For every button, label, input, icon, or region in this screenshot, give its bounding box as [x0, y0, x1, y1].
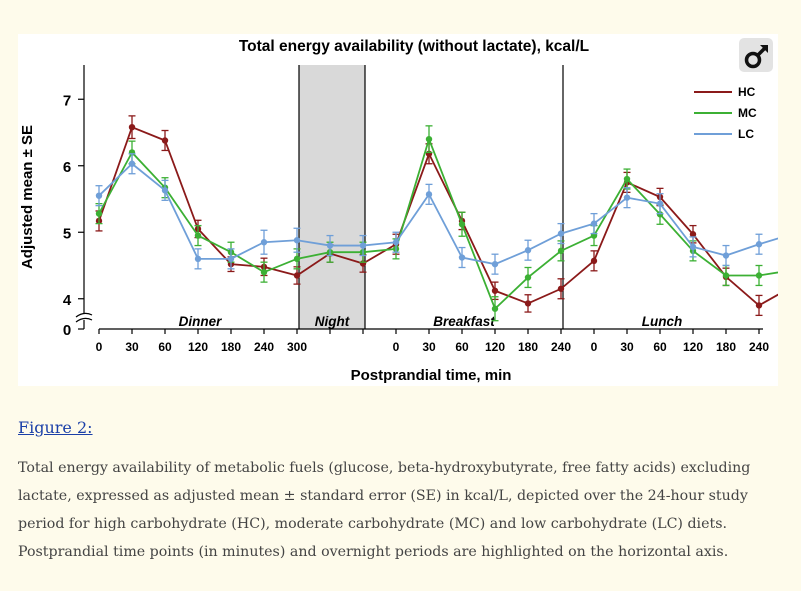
y-tick-label: 7 [63, 92, 71, 109]
x-tick-label: 120 [683, 340, 703, 354]
data-point [260, 268, 268, 276]
data-point [161, 137, 169, 144]
y-tick-label: 6 [63, 159, 71, 176]
series-lc [95, 153, 778, 275]
x-tick-label: 120 [188, 340, 208, 354]
x-tick-label: 180 [716, 340, 736, 354]
data-point [161, 187, 169, 194]
x-tick-label: 30 [422, 340, 436, 354]
x-tick-label: 240 [254, 340, 274, 354]
data-point [524, 247, 532, 254]
x-tick-label: 60 [653, 340, 667, 354]
legend-label-mc: MC [738, 106, 757, 120]
data-point [755, 272, 763, 279]
x-tick-label: 0 [96, 340, 103, 354]
x-tick-label: 180 [221, 340, 241, 354]
x-tick-label: 240 [749, 340, 769, 354]
data-point [491, 305, 499, 312]
chart-title: Total energy availability (without lacta… [239, 38, 589, 55]
y-tick-label: 5 [63, 225, 71, 242]
data-point [227, 255, 235, 263]
data-point [524, 274, 532, 281]
night-band [299, 65, 365, 329]
data-point [392, 239, 400, 246]
data-point [260, 239, 268, 246]
period-label-breakfast: Breakfast [433, 314, 495, 329]
data-point [557, 247, 565, 255]
data-point [95, 210, 103, 217]
figure-caption: Total energy availability of metabolic f… [18, 460, 751, 560]
data-point [755, 241, 763, 248]
data-point [293, 255, 301, 263]
data-point [128, 123, 136, 131]
data-point [656, 211, 664, 218]
period-label-lunch: Lunch [642, 314, 683, 329]
data-point [128, 160, 136, 167]
data-point [755, 302, 763, 309]
data-point [656, 200, 664, 207]
data-point [293, 272, 301, 279]
figure-link[interactable]: Figure 2: [18, 418, 93, 437]
y-tick-label: 0 [63, 322, 71, 339]
period-label-dinner: Dinner [179, 314, 223, 329]
y-axis-break-mark [75, 312, 93, 323]
series [95, 115, 778, 322]
x-tick-label: 120 [485, 340, 505, 354]
data-point [194, 255, 202, 263]
y-axis-label: Adjusted mean ± SE [19, 125, 36, 269]
data-point [95, 192, 103, 199]
x-tick-label: 30 [620, 340, 634, 354]
series-hc [95, 115, 778, 317]
x-tick-label: 180 [518, 340, 538, 354]
data-point [557, 230, 565, 237]
x-tick-label: 0 [393, 340, 400, 354]
period-label-night: Night [315, 314, 350, 329]
data-point [524, 300, 532, 307]
gender-male-symbol-icon [739, 38, 773, 72]
x-tick-label: 0 [591, 340, 598, 354]
x-ticks: 0 30 60 120 180 240 300 0 30 60 120 180 240 0 30 60 120 1… [96, 329, 769, 354]
data-point [293, 237, 301, 244]
legend: HC MC LC [694, 85, 757, 141]
data-point [491, 287, 499, 294]
data-point [722, 252, 730, 259]
data-point [194, 232, 202, 239]
data-point [491, 260, 499, 268]
x-tick-label: 30 [125, 340, 139, 354]
x-tick-label: 240 [551, 340, 571, 354]
series-line-hc [98, 125, 778, 307]
data-point [458, 221, 466, 228]
legend-label-lc: LC [738, 127, 754, 141]
y-ticks: 0 4 5 6 7 [63, 92, 84, 339]
data-point [722, 272, 730, 279]
data-point [359, 242, 367, 249]
x-tick-label: 60 [158, 340, 172, 354]
x-tick-label: 300 [287, 340, 307, 354]
data-point [425, 191, 433, 198]
chart-figure: Total energy availability (without lacta… [18, 34, 778, 386]
y-tick-label: 4 [63, 292, 72, 309]
data-point [590, 257, 598, 265]
data-point [623, 194, 631, 201]
data-point [557, 285, 565, 292]
series-line-mc [98, 136, 778, 311]
chart-svg: Total energy availability (without lacta… [19, 38, 778, 384]
data-point [425, 135, 433, 143]
data-point [590, 220, 598, 227]
x-tick-label: 60 [455, 340, 469, 354]
data-point [458, 254, 466, 261]
data-point [689, 243, 697, 251]
data-point [326, 242, 334, 249]
data-point [623, 175, 631, 183]
series-line-lc [98, 162, 778, 266]
legend-label-hc: HC [738, 85, 756, 99]
data-point [689, 231, 697, 238]
x-axis-label: Postprandial time, min [351, 367, 512, 384]
